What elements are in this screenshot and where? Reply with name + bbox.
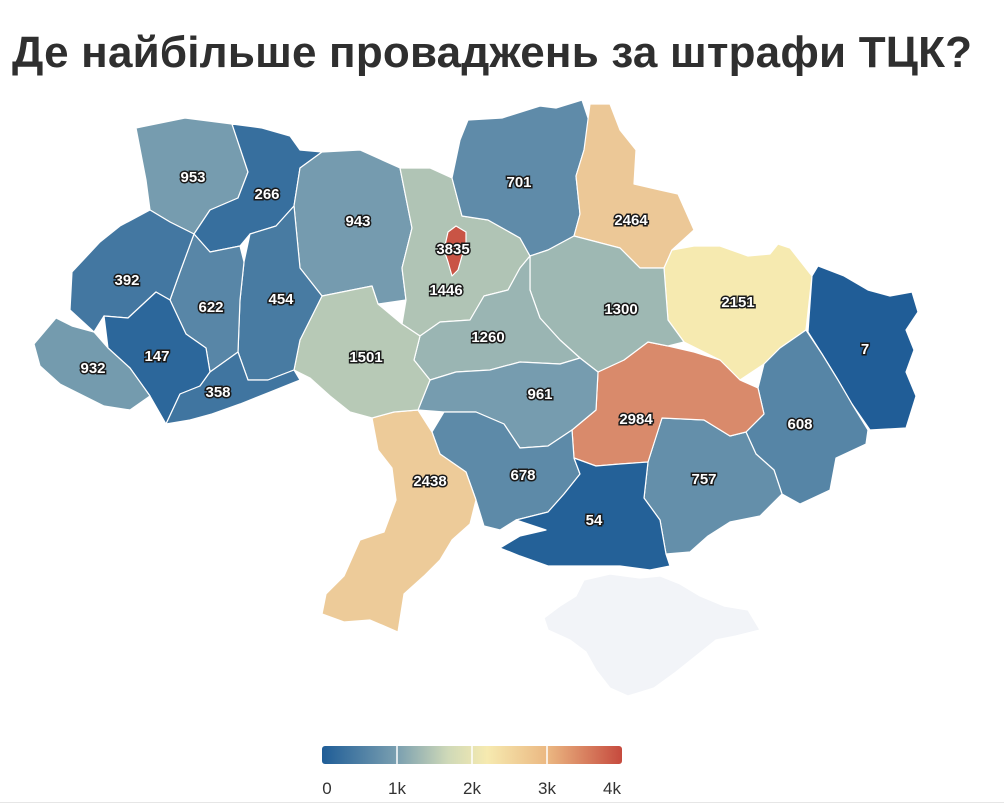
- labels-layer: 953 266 943 1446 3835 701 2464 2151 7 60…: [79, 167, 871, 530]
- legend-tick-3k: 3k: [538, 779, 556, 798]
- label-volyn: 953: [180, 169, 205, 186]
- legend-tick-0: 0: [322, 779, 331, 798]
- region-kherson[interactable]: [499, 457, 671, 571]
- region-donetsk[interactable]: [745, 329, 869, 505]
- label-poltava: 1300: [604, 301, 637, 318]
- label-kherson: 54: [586, 512, 603, 529]
- legend-tick-2k: 2k: [463, 779, 481, 798]
- legend-tick-4k: 4k: [603, 779, 621, 798]
- bottom-divider: [0, 802, 1004, 803]
- label-zaporizhzhia: 757: [691, 471, 716, 488]
- label-dnipro: 2984: [619, 411, 653, 428]
- label-vinnytsia: 1501: [349, 349, 382, 366]
- region-chernivtsi[interactable]: [165, 351, 301, 425]
- label-odesa: 2438: [413, 473, 446, 490]
- label-kyiv-city: 3835: [436, 241, 469, 258]
- label-lviv: 392: [114, 272, 139, 289]
- label-kharkiv: 2151: [721, 294, 754, 311]
- label-chernihiv: 701: [506, 174, 531, 191]
- region-zakarpattia[interactable]: [33, 317, 151, 411]
- label-rivne: 266: [254, 186, 279, 203]
- label-donetsk: 608: [787, 416, 812, 433]
- region-kyiv-city[interactable]: [443, 225, 467, 277]
- label-zhytomyr: 943: [345, 213, 370, 230]
- label-kirovohrad: 961: [527, 386, 552, 403]
- page-title: Де найбільше проваджень за штрафи ТЦК?: [12, 28, 973, 77]
- region-crimea[interactable]: [543, 573, 761, 697]
- label-chernivtsi: 358: [205, 384, 230, 401]
- region-odesa[interactable]: [321, 409, 477, 633]
- label-mykolaiv: 678: [510, 467, 535, 484]
- label-ternopil: 622: [198, 299, 223, 316]
- label-khmelnytskyi: 454: [268, 291, 294, 308]
- legend-tick-1k: 1k: [388, 779, 406, 798]
- label-cherkasy: 1260: [471, 329, 504, 346]
- region-vinnytsia[interactable]: [293, 285, 431, 419]
- regions-layer: [33, 99, 919, 697]
- label-sumy: 2464: [614, 212, 648, 229]
- label-luhansk: 7: [861, 341, 869, 358]
- label-ivano-frankivsk: 147: [144, 348, 169, 365]
- label-zakarpattia: 932: [80, 360, 105, 377]
- color-legend: 0 1k 2k 3k 4k: [322, 746, 622, 798]
- label-kyiv-oblast: 1446: [429, 282, 462, 299]
